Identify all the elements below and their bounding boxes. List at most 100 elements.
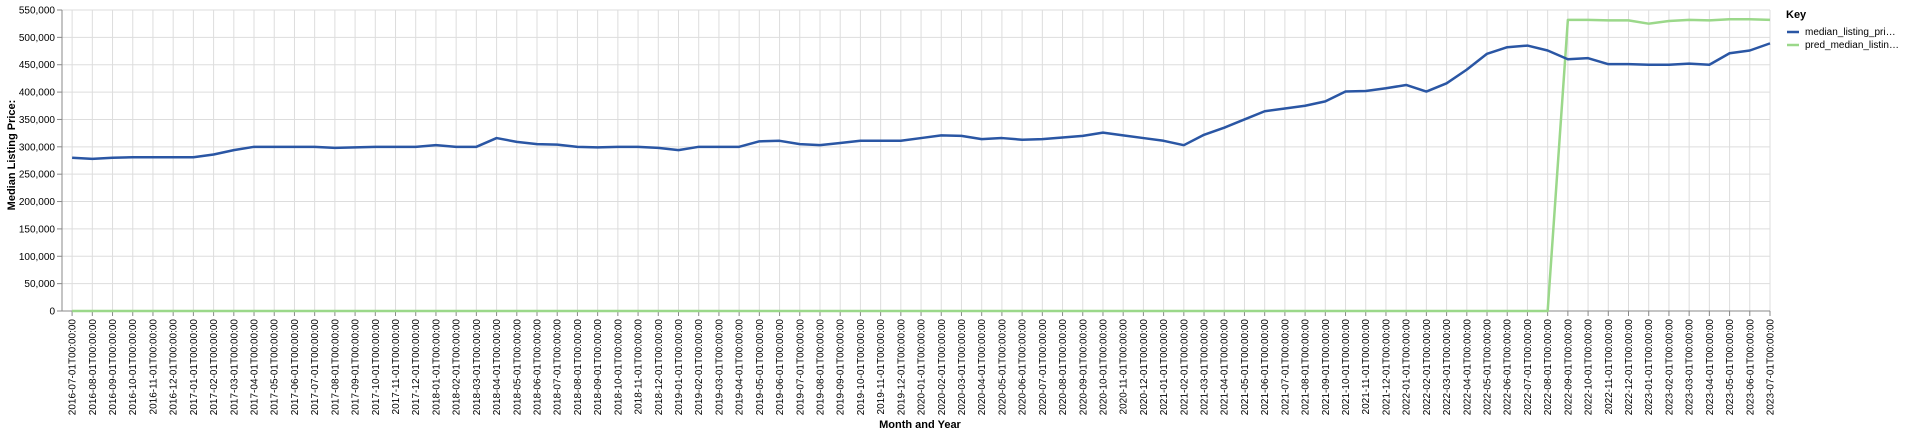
x-tick-label: 2021-08-01T00:00:00 — [1301, 319, 1312, 416]
y-tick-label: 300,000 — [19, 142, 56, 153]
x-tick-label: 2018-02-01T00:00:00 — [452, 319, 463, 416]
y-axis-title: Median Listing Price: — [6, 100, 18, 211]
x-tick-label: 2019-05-01T00:00:00 — [755, 319, 766, 416]
x-tick-label: 2022-09-01T00:00:00 — [1563, 319, 1574, 416]
x-axis-title: Month and Year — [879, 419, 961, 431]
y-tick-label: 400,000 — [19, 88, 56, 99]
x-tick-label: 2023-04-01T00:00:00 — [1705, 319, 1716, 416]
x-tick-label: 2017-01-01T00:00:00 — [189, 319, 200, 416]
x-tick-label: 2022-05-01T00:00:00 — [1483, 319, 1494, 416]
x-tick-label: 2020-10-01T00:00:00 — [1098, 319, 1109, 416]
x-tick-label: 2021-05-01T00:00:00 — [1240, 319, 1251, 416]
x-tick-label: 2020-07-01T00:00:00 — [1038, 319, 1049, 416]
legend: Key median_listing_pri… pred_median_list… — [1786, 9, 1899, 51]
x-tick-label: 2019-01-01T00:00:00 — [674, 319, 685, 416]
x-tick-label: 2017-06-01T00:00:00 — [290, 319, 301, 416]
x-tick-label: 2020-04-01T00:00:00 — [977, 319, 988, 416]
x-tick-label: 2017-08-01T00:00:00 — [330, 319, 341, 416]
x-tick-label: 2021-06-01T00:00:00 — [1260, 319, 1271, 416]
x-tick-label: 2018-01-01T00:00:00 — [431, 319, 442, 416]
series-line-1 — [72, 18, 1771, 313]
legend-title: Key — [1786, 9, 1807, 21]
y-tick-label: 150,000 — [19, 224, 56, 235]
legend-label-pred: pred_median_listin… — [1805, 40, 1899, 51]
x-tick-label: 2023-06-01T00:00:00 — [1745, 319, 1756, 416]
series-lines — [72, 18, 1771, 313]
y-axis: 0 50,000 100,000 150,000 200,000 250,000 300,0… — [19, 6, 63, 318]
x-tick-label: 2016-11-01T00:00:00 — [148, 319, 159, 415]
x-tick-label: 2021-01-01T00:00:00 — [1159, 319, 1170, 416]
x-tick-label: 2021-09-01T00:00:00 — [1321, 319, 1332, 416]
x-tick-label: 2019-06-01T00:00:00 — [775, 319, 786, 416]
x-tick-label: 2018-05-01T00:00:00 — [512, 319, 523, 416]
x-tick-label: 2020-05-01T00:00:00 — [997, 319, 1008, 416]
x-tick-label: 2021-11-01T00:00:00 — [1361, 319, 1372, 415]
series-line-0 — [72, 42, 1771, 161]
x-tick-label: 2018-07-01T00:00:00 — [553, 319, 564, 416]
x-tick-label: 2018-08-01T00:00:00 — [573, 319, 584, 416]
x-tick-label: 2021-02-01T00:00:00 — [1179, 319, 1190, 416]
x-tick-label: 2017-10-01T00:00:00 — [371, 319, 382, 416]
x-tick-label: 2022-06-01T00:00:00 — [1503, 319, 1514, 416]
x-tick-label: 2017-04-01T00:00:00 — [250, 319, 261, 416]
x-tick-label: 2023-02-01T00:00:00 — [1664, 319, 1675, 416]
x-tick-label: 2022-03-01T00:00:00 — [1442, 319, 1453, 416]
x-tick-label: 2019-07-01T00:00:00 — [795, 319, 806, 416]
x-tick-label: 2022-12-01T00:00:00 — [1624, 319, 1635, 416]
x-tick-label: 2020-02-01T00:00:00 — [937, 319, 948, 416]
x-tick-label: 2020-06-01T00:00:00 — [1018, 319, 1029, 416]
x-tick-label: 2021-10-01T00:00:00 — [1341, 319, 1352, 416]
x-tick-label: 2022-10-01T00:00:00 — [1584, 319, 1595, 416]
x-axis: 2016-07-01T00:00:00 2016-08-01T00:00:00 20… — [62, 310, 1777, 416]
x-tick-label: 2017-12-01T00:00:00 — [411, 319, 422, 416]
x-tick-label: 2017-11-01T00:00:00 — [391, 319, 402, 415]
x-tick-label: 2016-09-01T00:00:00 — [108, 319, 119, 416]
x-tick-label: 2018-04-01T00:00:00 — [492, 319, 503, 416]
x-tick-label: 2021-03-01T00:00:00 — [1200, 319, 1211, 416]
x-tick-label: 2020-08-01T00:00:00 — [1058, 319, 1069, 416]
x-tick-label: 2021-04-01T00:00:00 — [1220, 319, 1231, 416]
x-tick-label: 2023-07-01T00:00:00 — [1766, 319, 1777, 416]
x-tick-label: 2016-08-01T00:00:00 — [88, 319, 99, 416]
x-tick-label: 2020-11-01T00:00:00 — [1119, 319, 1130, 415]
x-tick-label: 2022-04-01T00:00:00 — [1462, 319, 1473, 416]
x-tick-label: 2017-02-01T00:00:00 — [209, 319, 220, 416]
y-tick-label: 250,000 — [19, 170, 56, 181]
x-tick-label: 2018-06-01T00:00:00 — [533, 319, 544, 416]
x-tick-label: 2021-07-01T00:00:00 — [1280, 319, 1291, 416]
x-tick-label: 2019-08-01T00:00:00 — [815, 319, 826, 416]
x-tick-label: 2022-08-01T00:00:00 — [1543, 319, 1554, 416]
x-tick-label: 2016-10-01T00:00:00 — [128, 319, 139, 416]
y-tick-label: 100,000 — [19, 252, 56, 263]
x-tick-label: 2018-09-01T00:00:00 — [593, 319, 604, 416]
y-tick-label: 500,000 — [19, 33, 56, 44]
y-tick-label: 200,000 — [19, 197, 56, 208]
grid-lines — [62, 9, 1771, 312]
x-tick-label: 2017-09-01T00:00:00 — [351, 319, 362, 416]
x-tick-label: 2023-01-01T00:00:00 — [1644, 319, 1655, 416]
x-tick-label: 2019-11-01T00:00:00 — [876, 319, 887, 415]
y-tick-label: 50,000 — [24, 279, 55, 290]
x-tick-label: 2017-03-01T00:00:00 — [229, 319, 240, 416]
x-tick-label: 2019-04-01T00:00:00 — [735, 319, 746, 416]
x-tick-label: 2020-03-01T00:00:00 — [957, 319, 968, 416]
y-tick-label: 450,000 — [19, 60, 56, 71]
x-tick-label: 2023-03-01T00:00:00 — [1685, 319, 1696, 416]
x-tick-label: 2022-11-01T00:00:00 — [1604, 319, 1615, 415]
x-tick-label: 2019-02-01T00:00:00 — [694, 319, 705, 416]
x-tick-label: 2019-10-01T00:00:00 — [856, 319, 867, 416]
y-tick-label: 350,000 — [19, 115, 56, 126]
x-tick-label: 2021-12-01T00:00:00 — [1381, 319, 1392, 416]
x-tick-label: 2016-12-01T00:00:00 — [169, 319, 180, 416]
x-tick-label: 2018-12-01T00:00:00 — [654, 319, 665, 416]
y-tick-label: 550,000 — [19, 6, 56, 17]
x-tick-label: 2023-05-01T00:00:00 — [1725, 319, 1736, 416]
x-tick-label: 2018-11-01T00:00:00 — [634, 319, 645, 415]
x-tick-label: 2022-07-01T00:00:00 — [1523, 319, 1534, 416]
x-tick-label: 2019-09-01T00:00:00 — [836, 319, 847, 416]
x-tick-label: 2017-05-01T00:00:00 — [270, 319, 281, 416]
x-tick-label: 2020-01-01T00:00:00 — [917, 319, 928, 416]
legend-label-median: median_listing_pri… — [1805, 27, 1896, 38]
x-tick-label: 2020-12-01T00:00:00 — [1139, 319, 1150, 416]
